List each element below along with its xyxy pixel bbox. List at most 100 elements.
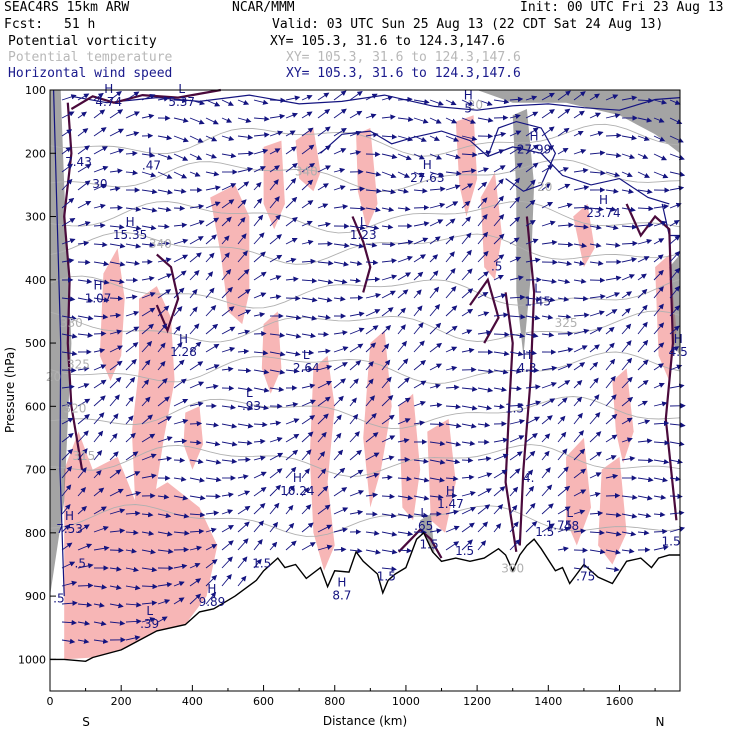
wind-vector	[110, 150, 123, 154]
wind-vector	[494, 166, 505, 172]
wind-vector	[446, 202, 458, 208]
wind-vector	[654, 442, 669, 443]
wind-vector	[590, 452, 601, 460]
wind-vector	[622, 154, 634, 158]
wind-vector	[414, 118, 428, 123]
wind-vector	[382, 532, 397, 535]
wind-vector	[190, 136, 203, 142]
theta-contour-label: 20	[46, 370, 61, 384]
wind-vector	[238, 539, 248, 550]
wind-vector	[526, 487, 534, 496]
wind-vector	[158, 226, 169, 227]
wind-vector	[654, 172, 668, 178]
wind-vector	[638, 478, 653, 480]
wind-vector	[350, 379, 358, 388]
wind-vector	[462, 492, 475, 496]
wind-vector	[318, 262, 333, 264]
wind-vector	[350, 491, 363, 496]
wind-vector	[638, 401, 647, 406]
wind-vector	[654, 478, 667, 481]
wind-vector	[222, 118, 231, 122]
theta-contour-label: 300	[501, 562, 524, 576]
wind-vector	[142, 190, 157, 192]
wind-vector	[462, 350, 474, 352]
wind-vector	[430, 343, 441, 352]
wind-vector	[318, 110, 329, 119]
wind-vector	[286, 434, 299, 442]
wind-vector	[590, 363, 597, 371]
wind-vector	[126, 343, 138, 352]
pv-shade-region	[184, 406, 204, 469]
wind-vector	[254, 488, 266, 497]
wind-vector	[670, 172, 684, 175]
wind-vector	[110, 395, 119, 406]
wind-vector	[222, 406, 235, 408]
extremum-value-label: 9.89	[199, 595, 226, 609]
wind-vector	[366, 244, 377, 246]
wind-vector	[398, 208, 410, 209]
wind-vector	[238, 153, 253, 154]
wind-vector	[334, 488, 346, 496]
wind-vector	[558, 168, 568, 172]
wind-vector	[558, 225, 573, 226]
theta-contour-label: 340	[149, 237, 172, 251]
wind-vector	[478, 541, 486, 550]
wind-vector	[590, 226, 601, 228]
extremum-value-label: 1.28	[170, 345, 197, 359]
wind-vector	[606, 244, 620, 246]
center-name: NCAR/MMM	[232, 1, 295, 15]
wind-vector	[254, 504, 265, 514]
wind-vector	[446, 136, 458, 141]
wind-vector	[590, 312, 604, 316]
wind-vector	[126, 416, 133, 424]
wind-vector	[206, 324, 217, 334]
wind-vector	[510, 436, 524, 442]
extremum-value-label: 7.53	[56, 522, 83, 536]
wind-vector	[558, 244, 573, 245]
wind-vector	[446, 269, 455, 280]
wind-vector	[638, 441, 652, 443]
wind-vector	[478, 406, 491, 409]
wind-vector	[286, 279, 298, 280]
wind-vector	[382, 308, 393, 316]
wind-vector	[462, 269, 472, 280]
wind-vector	[334, 149, 346, 154]
extremum-type-label: L	[303, 348, 310, 362]
wind-vector	[94, 167, 108, 172]
wind-vector	[398, 308, 405, 316]
wind-vector	[622, 324, 631, 334]
wind-vector	[286, 259, 296, 262]
wind-vector	[350, 280, 360, 281]
wind-vector	[254, 540, 262, 550]
wind-vector	[302, 523, 313, 532]
wind-vector	[286, 419, 299, 424]
wind-vector	[622, 496, 637, 498]
wind-vector	[606, 435, 617, 442]
wind-vector	[286, 198, 297, 209]
wind-vector	[94, 110, 105, 118]
extremum-value-label: 1.47	[437, 497, 464, 511]
wind-vector	[158, 190, 172, 193]
wind-vector	[222, 100, 233, 105]
wind-vector	[286, 352, 300, 355]
wind-vector	[94, 225, 105, 226]
extremum-value-label: 1.23	[350, 228, 377, 242]
wind-vector	[462, 424, 476, 427]
wind-vector	[238, 169, 252, 172]
wind-vector	[414, 323, 423, 334]
wind-vector	[398, 172, 409, 177]
field-xy-pv: XY= 105.3, 31.6 to 124.3,147.6	[270, 35, 505, 49]
wind-vector	[286, 179, 296, 190]
wind-vector	[238, 370, 251, 371]
wind-vector	[622, 172, 632, 176]
wind-vector	[446, 252, 454, 262]
wind-vector	[350, 470, 363, 478]
wind-vector	[174, 136, 188, 141]
wind-vector	[414, 255, 425, 262]
wind-vector	[430, 136, 439, 140]
wind-vector	[206, 100, 219, 106]
wind-vector	[222, 369, 233, 370]
wind-vector	[430, 305, 440, 316]
wind-vector	[302, 112, 312, 118]
wind-vector	[62, 95, 76, 100]
